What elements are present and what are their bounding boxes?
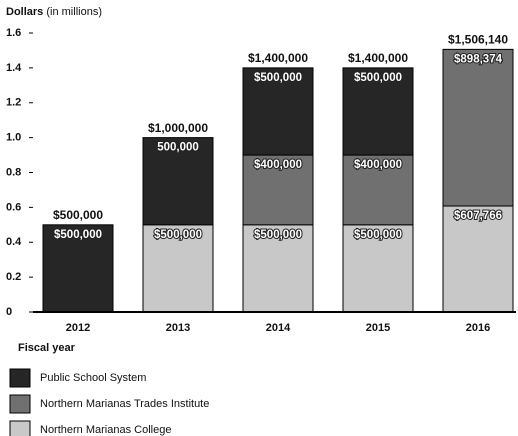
legend-label: Northern Marianas College	[40, 424, 171, 436]
y-tick-label: 1.4	[6, 62, 22, 74]
value-label: $500,000	[354, 72, 402, 84]
x-axis-label: Fiscal year	[18, 342, 76, 354]
legend-label: Northern Marianas Trades Institute	[40, 398, 209, 410]
x-tick-label: 2016	[466, 322, 490, 334]
total-label: $500,000	[53, 208, 103, 222]
legend-swatch	[9, 368, 31, 388]
total-label: $1,400,000	[248, 51, 308, 65]
value-label: $500,000	[154, 229, 202, 241]
y-tick-label: 0.2	[6, 271, 21, 283]
y-tick-label: 1.2	[6, 97, 21, 109]
bar-segment	[442, 205, 514, 313]
value-label: $500,000	[54, 229, 102, 241]
value-label: $400,000	[254, 159, 302, 171]
bar-segment	[342, 154, 414, 226]
bar-segment	[442, 48, 514, 207]
value-label: $500,000	[254, 229, 302, 241]
bar-segment	[242, 67, 314, 156]
value-label: $500,000	[354, 229, 402, 241]
total-label: $1,000,000	[148, 121, 208, 135]
legend-label: Public School System	[40, 372, 146, 384]
total-label: $1,400,000	[348, 51, 408, 65]
value-label: $400,000	[354, 159, 402, 171]
x-tick-label: 2013	[166, 322, 190, 334]
bar-segment	[342, 67, 414, 156]
value-label: $898,374	[454, 53, 503, 65]
y-tick-label: 0.8	[6, 166, 21, 178]
y-tick-label: 0.4	[6, 236, 22, 248]
x-tick-label: 2012	[66, 322, 90, 334]
value-label: 500,000	[157, 142, 199, 154]
y-tick-label: 0.6	[6, 201, 21, 213]
y-tick-label: 0	[6, 306, 12, 318]
bar-segment	[42, 224, 114, 313]
y-label-note: (in millions)	[46, 6, 102, 18]
legend-swatch	[9, 420, 31, 436]
y-tick-label: 1.0	[6, 132, 21, 144]
y-axis-label: Dollars (in millions)	[6, 6, 102, 18]
y-tick-label: 1.6	[6, 27, 21, 39]
x-tick-label: 2014	[266, 322, 291, 334]
value-label: $500,000	[254, 72, 302, 84]
bar-segment	[142, 137, 214, 226]
value-label: $607,766	[454, 210, 502, 222]
legend-swatch	[9, 394, 31, 414]
total-label: $1,506,140	[448, 33, 508, 47]
bar-segment	[242, 154, 314, 226]
y-label: Dollars	[6, 6, 43, 18]
x-tick-label: 2015	[366, 322, 390, 334]
